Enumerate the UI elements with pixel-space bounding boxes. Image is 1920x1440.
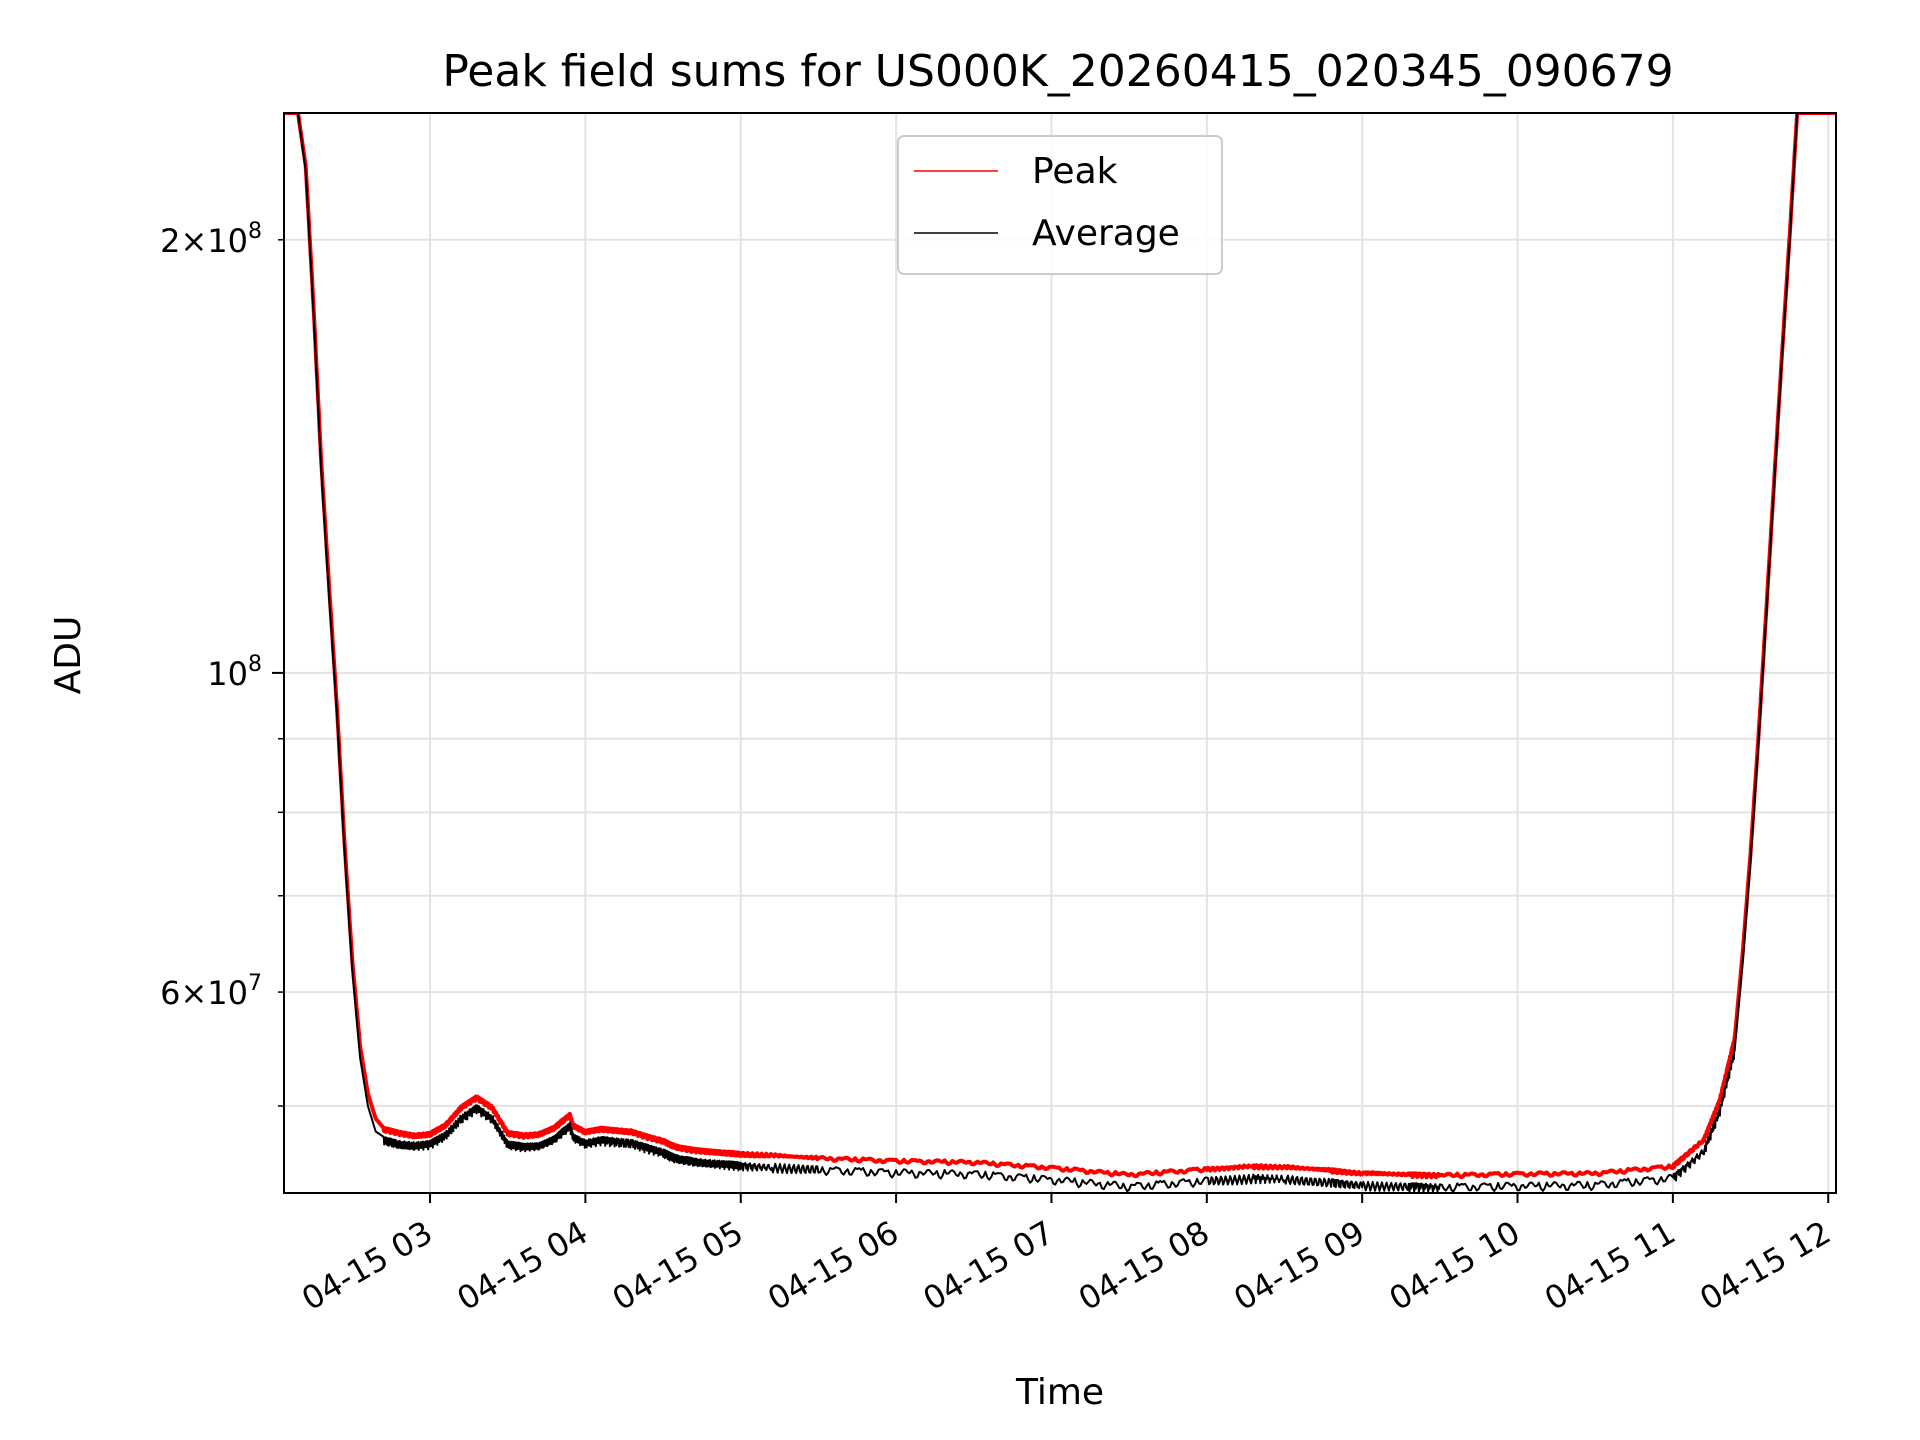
y-minor-tick-label: 6×107 — [160, 971, 262, 1012]
legend-label-average: Average — [1032, 213, 1180, 254]
y-minor-tick-label: 2×108 — [160, 219, 262, 260]
chart-title: Peak field sums for US000K_20260415_0203… — [442, 46, 1673, 97]
legend-label-peak: Peak — [1032, 151, 1118, 192]
series-layer — [284, 113, 1836, 1193]
plot-area — [284, 113, 1836, 1193]
legend: Peak Average — [897, 135, 1223, 275]
series-line-average — [284, 113, 1836, 1193]
plot-frame — [283, 112, 1837, 1194]
y-major-tick-label: 108 — [207, 652, 262, 693]
y-axis-label: ADU — [48, 616, 89, 695]
grid-layer — [284, 113, 1836, 1193]
x-axis-label: Time — [1015, 1372, 1104, 1413]
